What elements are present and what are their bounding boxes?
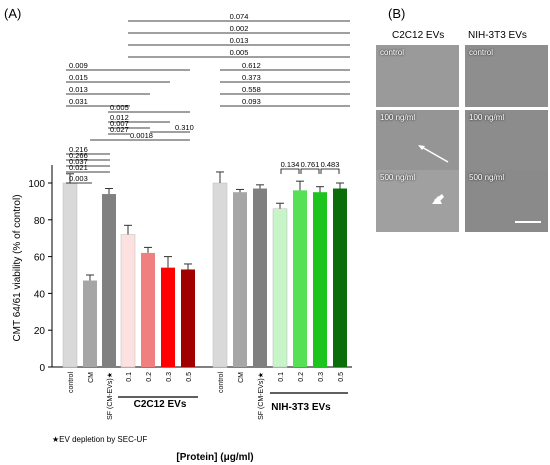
p-value-label: 0.373: [242, 73, 261, 82]
x-tick-label: 0.2: [146, 372, 153, 382]
bar: [293, 190, 307, 367]
bar: [102, 194, 116, 367]
p-value-label: 0.007: [110, 119, 129, 128]
bar: [83, 280, 97, 367]
p-value-label: 0.021: [69, 163, 88, 172]
micrograph-label: 500 ng/ml: [380, 173, 416, 182]
bar: [141, 252, 155, 367]
y-tick-label: 40: [34, 289, 46, 300]
p-value-label: 0.761: [301, 160, 320, 169]
micro-header-nih: NIH-3T3 EVs: [468, 30, 527, 41]
x-tick-label: CM: [88, 372, 95, 383]
y-tick-label: 100: [28, 179, 45, 190]
micrograph-nih-500: 500 ng/ml: [465, 170, 548, 232]
x-tick-label: 0.5: [186, 372, 193, 382]
p-value-label: 0.009: [69, 61, 88, 70]
x-tick-label: 0.5: [338, 372, 345, 382]
p-value-label: 0.003: [69, 174, 88, 183]
bar: [161, 267, 175, 367]
p-value-label: 0.216: [69, 145, 88, 154]
x-tick-labels: control CM SF (CM-EVs)★ 0.1 0.2 0.3 0.5 control…: [68, 372, 348, 420]
x-tick-label: 0.1: [278, 372, 285, 382]
micrograph-c2c12-100: 100 ng/ml: [376, 110, 459, 172]
scale-bar-icon: [515, 221, 541, 223]
micrograph-nih-control: control: [465, 45, 548, 107]
bar: [181, 269, 195, 367]
x-tick-label: 0.3: [166, 372, 173, 382]
p-value-label: 0.013: [69, 85, 88, 94]
y-tick-label: 80: [34, 216, 46, 227]
arrow-icon: [432, 194, 444, 204]
micrograph-label: 100 ng/ml: [380, 113, 416, 122]
p-value-label: 0.483: [321, 160, 340, 169]
p-value-label: 0.310: [175, 123, 194, 132]
bar: [253, 188, 267, 367]
p-value-label: 0.037: [69, 157, 88, 166]
p-value-label: 0.093: [242, 97, 261, 106]
bar: [120, 234, 136, 368]
bar: [272, 208, 288, 368]
group-label-c2c12: C2C12 EVs: [134, 399, 187, 410]
panel-b-label: (B): [388, 6, 405, 21]
x-tick-label: SF (CM-EVs)★: [257, 372, 265, 420]
p-value-label: 0.074: [230, 12, 249, 21]
micrograph-c2c12-control: control: [376, 45, 459, 107]
p-value-label: 0.134: [281, 160, 300, 169]
micrograph-label: control: [380, 48, 405, 57]
y-tick-label: 20: [34, 326, 46, 337]
bar: [62, 182, 78, 368]
y-tick-label: 60: [34, 253, 46, 264]
y-tick-label: 0: [39, 363, 45, 374]
bracket-line: [300, 168, 320, 174]
p-value-label: 0.266: [69, 151, 88, 160]
significance-brackets: 0.074 0.002 0.013 0.005 0.612 0.373 0.558 0.093…: [66, 12, 350, 184]
micro-header-c2c12: C2C12 EVs: [392, 30, 445, 41]
bar: [212, 182, 228, 368]
p-value-label: 0.005: [110, 103, 129, 112]
x-tick-label: 0.2: [298, 372, 305, 382]
micrograph-c2c12-500: 500 ng/ml: [376, 170, 459, 232]
bracket-line: [280, 168, 300, 174]
p-value-label: 0.013: [230, 36, 249, 45]
micrograph-label: 100 ng/ml: [469, 113, 505, 122]
x-tick-label: 0.3: [318, 372, 325, 382]
p-value-label: 0.015: [69, 73, 88, 82]
chart-bars: [62, 171, 347, 368]
micrograph-nih-100: 100 ng/ml: [465, 110, 548, 172]
p-value-label: 0.612: [242, 61, 261, 70]
p-value-label: 0.027: [110, 125, 129, 134]
p-value-label: 0.002: [230, 24, 249, 33]
p-value-label: 0.558: [242, 85, 261, 94]
x-axis-label: [Protein] (μg/ml): [176, 452, 253, 463]
bar: [233, 192, 247, 367]
x-tick-label: CM: [238, 372, 245, 383]
panel-a-label: (A): [4, 6, 21, 21]
x-tick-label: control: [218, 372, 225, 393]
p-value-label: 0.0018: [130, 131, 153, 140]
x-tick-label: 0.1: [126, 372, 133, 382]
footnote: ★EV depletion by SEC-UF: [52, 435, 147, 444]
arrow-icon: [418, 145, 449, 163]
x-tick-label: SF (CM-EVs)★: [106, 372, 114, 420]
bar: [333, 188, 347, 367]
bar: [313, 192, 327, 367]
micrograph-label: control: [469, 48, 494, 57]
bracket-line: [320, 168, 340, 174]
p-value-label: 0.031: [69, 97, 88, 106]
y-axis-label: CMT 64/61 viability (% of control): [12, 194, 23, 341]
group-label-nih: NIH-3T3 EVs: [271, 402, 331, 413]
x-tick-label: control: [68, 372, 75, 393]
p-value-label: 0.005: [230, 48, 249, 57]
p-value-label: 0.012: [110, 113, 129, 122]
micrograph-label: 500 ng/ml: [469, 173, 505, 182]
